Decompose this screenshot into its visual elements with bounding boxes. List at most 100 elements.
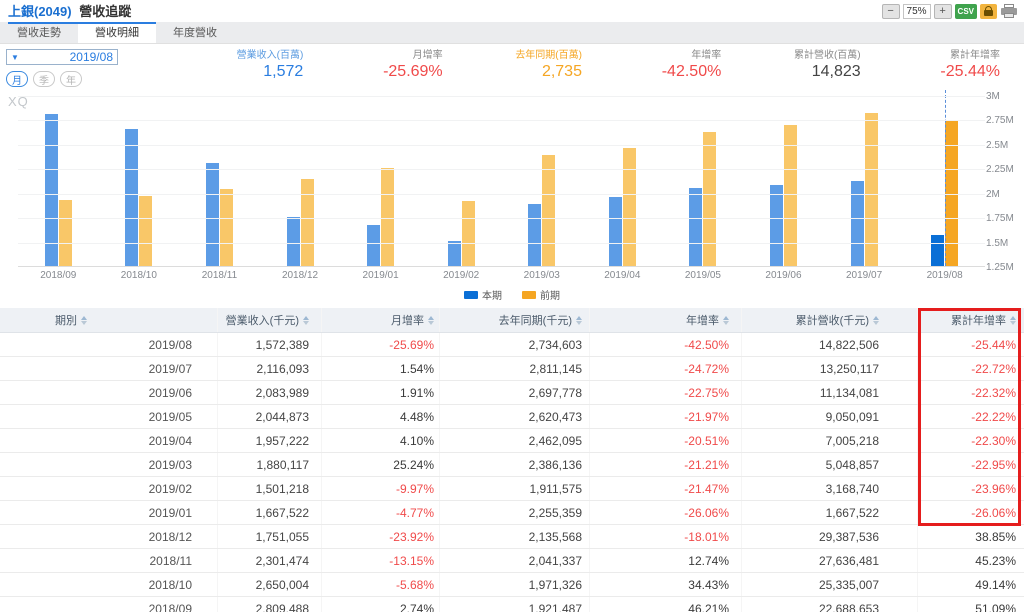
table-cell: -22.75%: [590, 381, 742, 404]
xq-watermark: XQ: [8, 94, 29, 109]
summary-stat-value: 1,572: [263, 63, 304, 80]
lock-icon[interactable]: [980, 3, 997, 19]
x-axis-tick: 2019/01: [362, 270, 399, 281]
bar-previous: [622, 147, 636, 266]
table-cell: 2,620,473: [440, 405, 590, 428]
table-body: 2019/08 1,572,389 -25.69% 2,734,603 -42.50% 1…: [0, 333, 1024, 612]
table-header-cell-1[interactable]: 營業收入(千元): [218, 308, 322, 332]
tab-revenue-trend[interactable]: 營收走勢: [17, 27, 61, 39]
bar-group: [99, 96, 180, 266]
summary-stat-label: 累計營收(百萬): [793, 50, 861, 61]
table-header-cell-2[interactable]: 月增率: [322, 308, 440, 332]
table-header-cell-0[interactable]: 期別: [0, 308, 218, 332]
tab-revenue-detail[interactable]: 營收明細: [78, 22, 156, 43]
table-row: 2018/10 2,650,004 -5.68% 1,971,326 34.43% 25,…: [0, 573, 1024, 597]
period-select-value: 2019/08: [69, 50, 113, 64]
table-row: 2019/01 1,667,522 -4.77% 2,255,359 -26.06% 1,…: [0, 501, 1024, 525]
summary-stat-5: 累計年增率 -25.44%: [885, 46, 1024, 81]
bar-group: [421, 96, 502, 266]
summary-stat-label: 去年同期(百萬): [515, 50, 582, 61]
table-cell: 4.48%: [322, 405, 440, 428]
table-cell: 2019/03: [0, 453, 218, 476]
table-cell: 1,921,487: [440, 597, 590, 612]
table-row: 2019/03 1,880,117 25.24% 2,386,136 -21.21% 5,…: [0, 453, 1024, 477]
table-cell: 1,667,522: [742, 501, 918, 524]
table-cell: -42.50%: [590, 333, 742, 356]
table-row: 2019/02 1,501,218 -9.97% 1,911,575 -21.47% 3,…: [0, 477, 1024, 501]
lock-shackle: [985, 5, 992, 11]
bar-group: [260, 96, 341, 266]
column-label: 期別: [55, 315, 77, 327]
legend-label: 本期: [482, 291, 502, 302]
summary-stat-label: 累計年增率: [949, 50, 1000, 61]
sort-icon: [1010, 315, 1016, 325]
table-cell: 2019/07: [0, 357, 218, 380]
bar-previous: [542, 154, 556, 266]
legend-current[interactable]: 本期: [464, 287, 502, 302]
table-cell: 12.74%: [590, 549, 742, 572]
table-cell: 2,809,488: [218, 597, 322, 612]
table-cell: -25.69%: [322, 333, 440, 356]
bar-group: [824, 96, 905, 266]
table-cell: -22.22%: [971, 409, 1016, 424]
bar-pair: [286, 179, 314, 266]
table-cell: 1,667,522: [218, 501, 322, 524]
table-cell: 2,083,989: [218, 381, 322, 404]
bar-current: [205, 163, 219, 266]
table-cell: 2018/09: [0, 597, 218, 612]
sort-down-arrow: [1010, 320, 1016, 325]
period-button-2[interactable]: 年: [60, 71, 82, 87]
table-cell: 7,005,218: [742, 429, 918, 452]
x-axis-tick: 2018/11: [201, 270, 238, 281]
tab-annual-revenue[interactable]: 年度營收: [173, 27, 217, 39]
table-cell: 2,697,778: [440, 381, 590, 404]
table-cell: 1.91%: [322, 381, 440, 404]
zoom-out-button[interactable]: −: [881, 3, 900, 19]
table-cell: -20.51%: [590, 429, 742, 452]
bar-pair: [447, 201, 475, 266]
table-cell: -22.32%: [971, 385, 1016, 400]
summary-stats: 營業收入(百萬) 1,572 月增率 -25.69% 去年同期(百萬) 2,735 年增率 -…: [188, 46, 1024, 81]
bar-pair: [608, 147, 636, 266]
table-cell: -26.06%: [971, 505, 1016, 520]
csv-export-button[interactable]: CSV: [954, 3, 977, 19]
table-cell: -22.95%: [971, 457, 1016, 472]
zoom-level[interactable]: 75%: [902, 3, 931, 19]
legend-label: 前期: [540, 291, 560, 302]
table-cell: 2,734,603: [440, 333, 590, 356]
table-cell: 46.21%: [590, 597, 742, 612]
table-header-cell-3[interactable]: 去年同期(千元): [440, 308, 590, 332]
legend-previous[interactable]: 前期: [522, 287, 560, 302]
y-axis-tick: 1.75M: [986, 213, 1014, 225]
table-header-cell-6[interactable]: 累計年增率: [918, 308, 1024, 332]
table-header-row: 期別 營業收入(千元) 月增率 去年同期(千元) 年增率 累計營收(千元) 累計年增率: [0, 308, 1024, 333]
bar-current: [367, 225, 381, 266]
sort-down-arrow: [81, 320, 87, 325]
sort-up-arrow: [303, 315, 309, 320]
table-header-cell-4[interactable]: 年增率: [590, 308, 742, 332]
current-period-dashed-line: [944, 90, 946, 266]
period-button-1[interactable]: 季: [33, 71, 55, 87]
summary-stat-3: 年增率 -42.50%: [606, 46, 745, 81]
bar-group: [743, 96, 824, 266]
x-axis-tick: 2019/08: [926, 270, 963, 281]
table-row: 2019/08 1,572,389 -25.69% 2,734,603 -42.50% 1…: [0, 333, 1024, 357]
bar-group: [663, 96, 744, 266]
print-icon[interactable]: [1000, 3, 1018, 19]
period-button-0[interactable]: 月: [6, 71, 28, 87]
sort-down-arrow: [723, 320, 729, 325]
bar-group: [340, 96, 421, 266]
bar-pair: [44, 113, 72, 266]
table-cell: 2,044,873: [218, 405, 322, 428]
sort-icon: [873, 315, 879, 325]
table-cell: -23.92%: [322, 525, 440, 548]
table-header-cell-5[interactable]: 累計營收(千元): [742, 308, 918, 332]
period-select-dropdown[interactable]: ▼ 2019/08: [6, 49, 118, 65]
zoom-in-button[interactable]: +: [933, 3, 952, 19]
table-cell: 2019/01: [0, 501, 218, 524]
table-cell: -22.30%: [971, 433, 1016, 448]
bar-pair: [689, 132, 717, 266]
page-title: 上銀(2049) 營收追蹤: [8, 0, 144, 24]
bar-previous: [219, 188, 233, 266]
summary-stat-value: -25.44%: [940, 63, 1000, 80]
